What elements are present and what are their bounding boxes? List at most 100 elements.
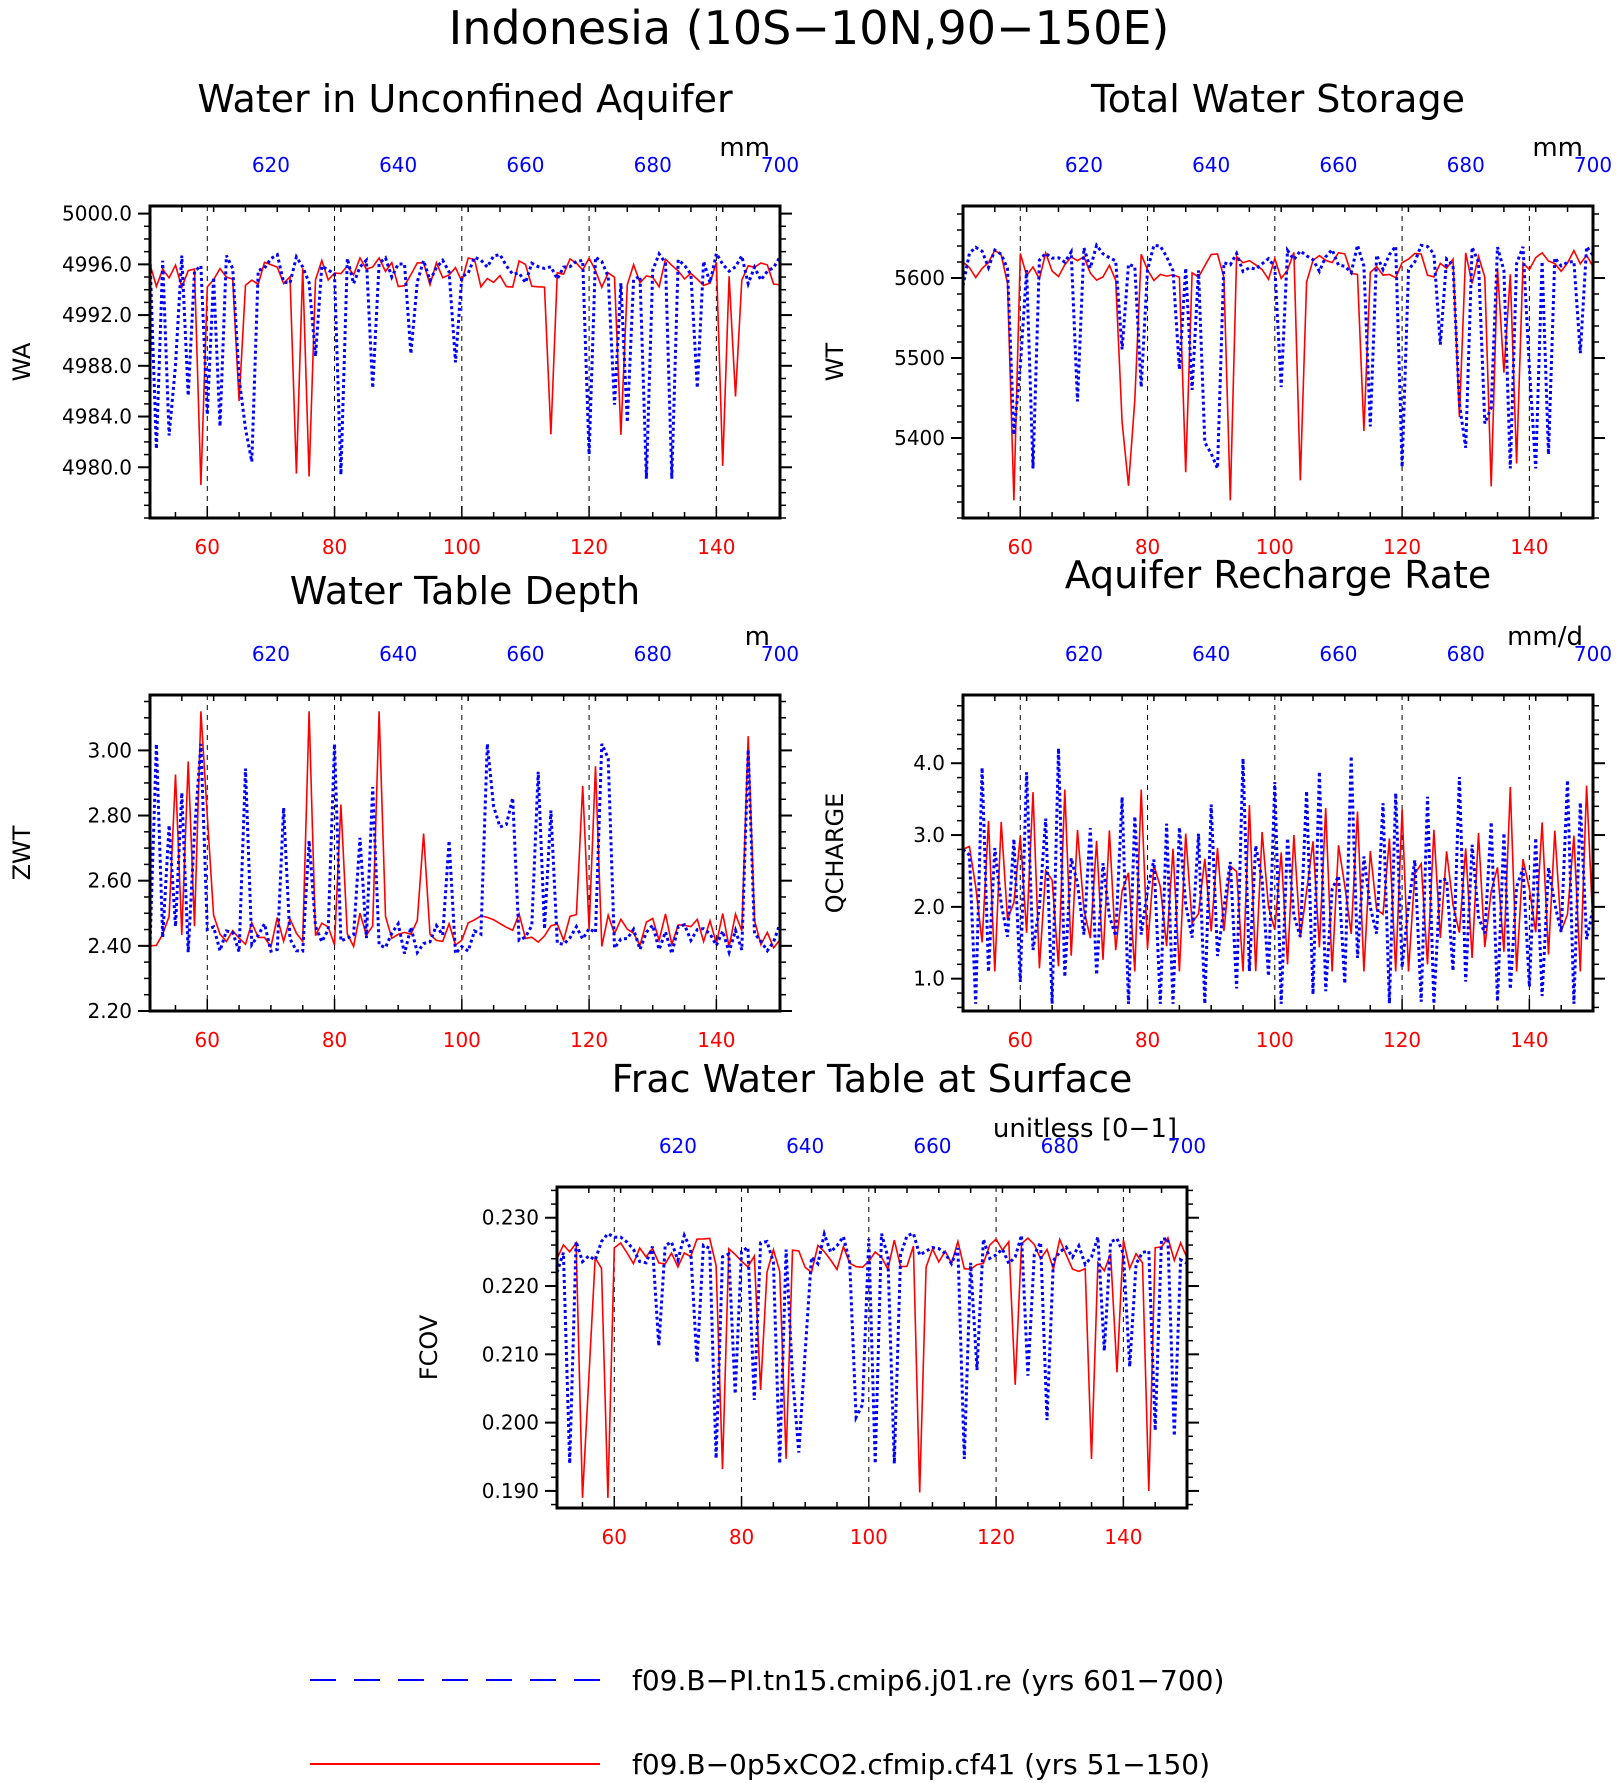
x-tick-label: 80 bbox=[1135, 535, 1160, 559]
plot-frame bbox=[148, 693, 782, 1013]
x-tick-label: 100 bbox=[1256, 535, 1294, 559]
x2-tick-label: 700 bbox=[1168, 1134, 1206, 1158]
y-tick-label: 2.20 bbox=[87, 999, 132, 1023]
y-tick-label: 5500 bbox=[894, 346, 945, 370]
x-tick-label: 120 bbox=[1383, 535, 1421, 559]
legend-label-exp: f09.B−0p5xCO2.cfmip.cf41 (yrs 51−150) bbox=[632, 1748, 1210, 1781]
panel-title: Total Water Storage bbox=[1090, 77, 1465, 121]
y-tick-label: 0.220 bbox=[482, 1274, 539, 1298]
x2-tick-label: 620 bbox=[1065, 642, 1103, 666]
y-tick-label: 5000.0 bbox=[62, 202, 132, 226]
x2-tick-label: 620 bbox=[659, 1134, 697, 1158]
x-tick-label: 60 bbox=[602, 1525, 627, 1549]
x2-tick-label: 620 bbox=[252, 642, 290, 666]
x2-tick-label: 680 bbox=[1041, 1134, 1079, 1158]
panel-5: Frac Water Table at Surface unitless [0−1… bbox=[415, 1057, 1206, 1549]
x-tick-label: 100 bbox=[443, 535, 481, 559]
y-tick-label: 0.200 bbox=[482, 1411, 539, 1435]
legend-label-ctrl: f09.B−PI.tn15.cmip6.j01.re (yrs 601−700) bbox=[632, 1664, 1224, 1697]
x2-tick-label: 620 bbox=[1065, 153, 1103, 177]
x2-tick-label: 640 bbox=[379, 153, 417, 177]
series-ctrl-line bbox=[963, 748, 1593, 1004]
x-tick-label: 120 bbox=[570, 535, 608, 559]
series-exp-line bbox=[150, 256, 780, 486]
y-tick-label: 0.190 bbox=[482, 1479, 539, 1503]
x-tick-label: 80 bbox=[1135, 1028, 1160, 1052]
legend: f09.B−PI.tn15.cmip6.j01.re (yrs 601−700)… bbox=[310, 1664, 1224, 1781]
x-tick-label: 140 bbox=[697, 1028, 735, 1052]
x2-tick-label: 660 bbox=[506, 642, 544, 666]
panel-title: Water Table Depth bbox=[290, 569, 641, 613]
series-ctrl-line bbox=[963, 239, 1593, 469]
series-exp-line bbox=[557, 1235, 1187, 1498]
plot-frame bbox=[961, 204, 1595, 520]
x2-tick-label: 660 bbox=[1319, 642, 1357, 666]
plot-frame bbox=[961, 693, 1595, 1013]
x-tick-label: 100 bbox=[443, 1028, 481, 1052]
series-exp-line bbox=[963, 248, 1593, 501]
units-label: mm bbox=[719, 133, 770, 163]
panel-title: Frac Water Table at Surface bbox=[612, 1057, 1133, 1101]
x2-tick-label: 680 bbox=[1447, 153, 1485, 177]
x2-tick-label: 680 bbox=[634, 153, 672, 177]
x2-tick-label: 700 bbox=[761, 153, 799, 177]
series-ctrl-line bbox=[557, 1228, 1187, 1464]
units-label: mm/d bbox=[1507, 622, 1583, 652]
y-tick-label: 4980.0 bbox=[62, 455, 132, 479]
panel-title: Aquifer Recharge Rate bbox=[1065, 553, 1492, 597]
x2-tick-label: 700 bbox=[1574, 153, 1612, 177]
panel-2: Total Water Storage mm WT 60 80 100 120 140 620 6… bbox=[821, 77, 1612, 559]
x2-tick-label: 700 bbox=[1574, 642, 1612, 666]
x-tick-label: 60 bbox=[1008, 535, 1033, 559]
series-ctrl-line bbox=[150, 743, 780, 960]
x2-tick-label: 640 bbox=[379, 642, 417, 666]
x2-tick-label: 620 bbox=[252, 153, 290, 177]
y-tick-label: 4992.0 bbox=[62, 303, 132, 327]
y-tick-label: 3.0 bbox=[913, 823, 945, 847]
x2-tick-label: 640 bbox=[786, 1134, 824, 1158]
y-tick-label: 3.00 bbox=[87, 738, 132, 762]
panel-title: Water in Unconfined Aquifer bbox=[197, 77, 733, 121]
x-tick-label: 60 bbox=[1008, 1028, 1033, 1052]
panel-4: Aquifer Recharge Rate mm/d QCHARGE 60 80 100 1… bbox=[821, 553, 1612, 1052]
x2-tick-label: 700 bbox=[761, 642, 799, 666]
y-tick-label: 4988.0 bbox=[62, 354, 132, 378]
y-tick-label: 4996.0 bbox=[62, 252, 132, 276]
units-label: mm bbox=[1532, 133, 1583, 163]
x2-tick-label: 660 bbox=[913, 1134, 951, 1158]
panel-3: Water Table Depth m ZWT 60 80 100 120 140 620 640… bbox=[8, 569, 799, 1052]
y-tick-label: 4.0 bbox=[913, 751, 945, 775]
y-tick-label: 5600 bbox=[894, 266, 945, 290]
y-tick-label: 1.0 bbox=[913, 967, 945, 991]
x-tick-label: 140 bbox=[697, 535, 735, 559]
y-axis-label: FCOV bbox=[415, 1314, 443, 1380]
y-tick-label: 0.210 bbox=[482, 1342, 539, 1366]
y-axis-label: WT bbox=[821, 342, 849, 381]
y-tick-label: 2.60 bbox=[87, 869, 132, 893]
series-exp-line bbox=[150, 711, 780, 950]
x2-tick-label: 660 bbox=[1319, 153, 1357, 177]
x2-tick-label: 680 bbox=[634, 642, 672, 666]
y-axis-label: WA bbox=[8, 342, 36, 381]
plot-frame bbox=[555, 1185, 1189, 1510]
x-tick-label: 140 bbox=[1104, 1525, 1142, 1549]
x2-tick-label: 640 bbox=[1192, 642, 1230, 666]
x-tick-label: 80 bbox=[322, 1028, 347, 1052]
x-tick-label: 60 bbox=[195, 1028, 220, 1052]
x2-tick-label: 660 bbox=[506, 153, 544, 177]
plot-frame bbox=[148, 204, 782, 520]
units-label: unitless [0−1] bbox=[993, 1114, 1177, 1144]
y-tick-label: 4984.0 bbox=[62, 405, 132, 429]
y-tick-label: 2.40 bbox=[87, 934, 132, 958]
x-tick-label: 120 bbox=[570, 1028, 608, 1052]
y-axis-label: ZWT bbox=[8, 825, 36, 880]
x-tick-label: 100 bbox=[850, 1525, 888, 1549]
y-tick-label: 2.80 bbox=[87, 804, 132, 828]
series-ctrl-line bbox=[150, 249, 780, 479]
x-tick-label: 140 bbox=[1510, 535, 1548, 559]
x-tick-label: 100 bbox=[1256, 1028, 1294, 1052]
x2-tick-label: 640 bbox=[1192, 153, 1230, 177]
x2-tick-label: 680 bbox=[1447, 642, 1485, 666]
x-tick-label: 80 bbox=[322, 535, 347, 559]
x-tick-label: 80 bbox=[729, 1525, 754, 1549]
